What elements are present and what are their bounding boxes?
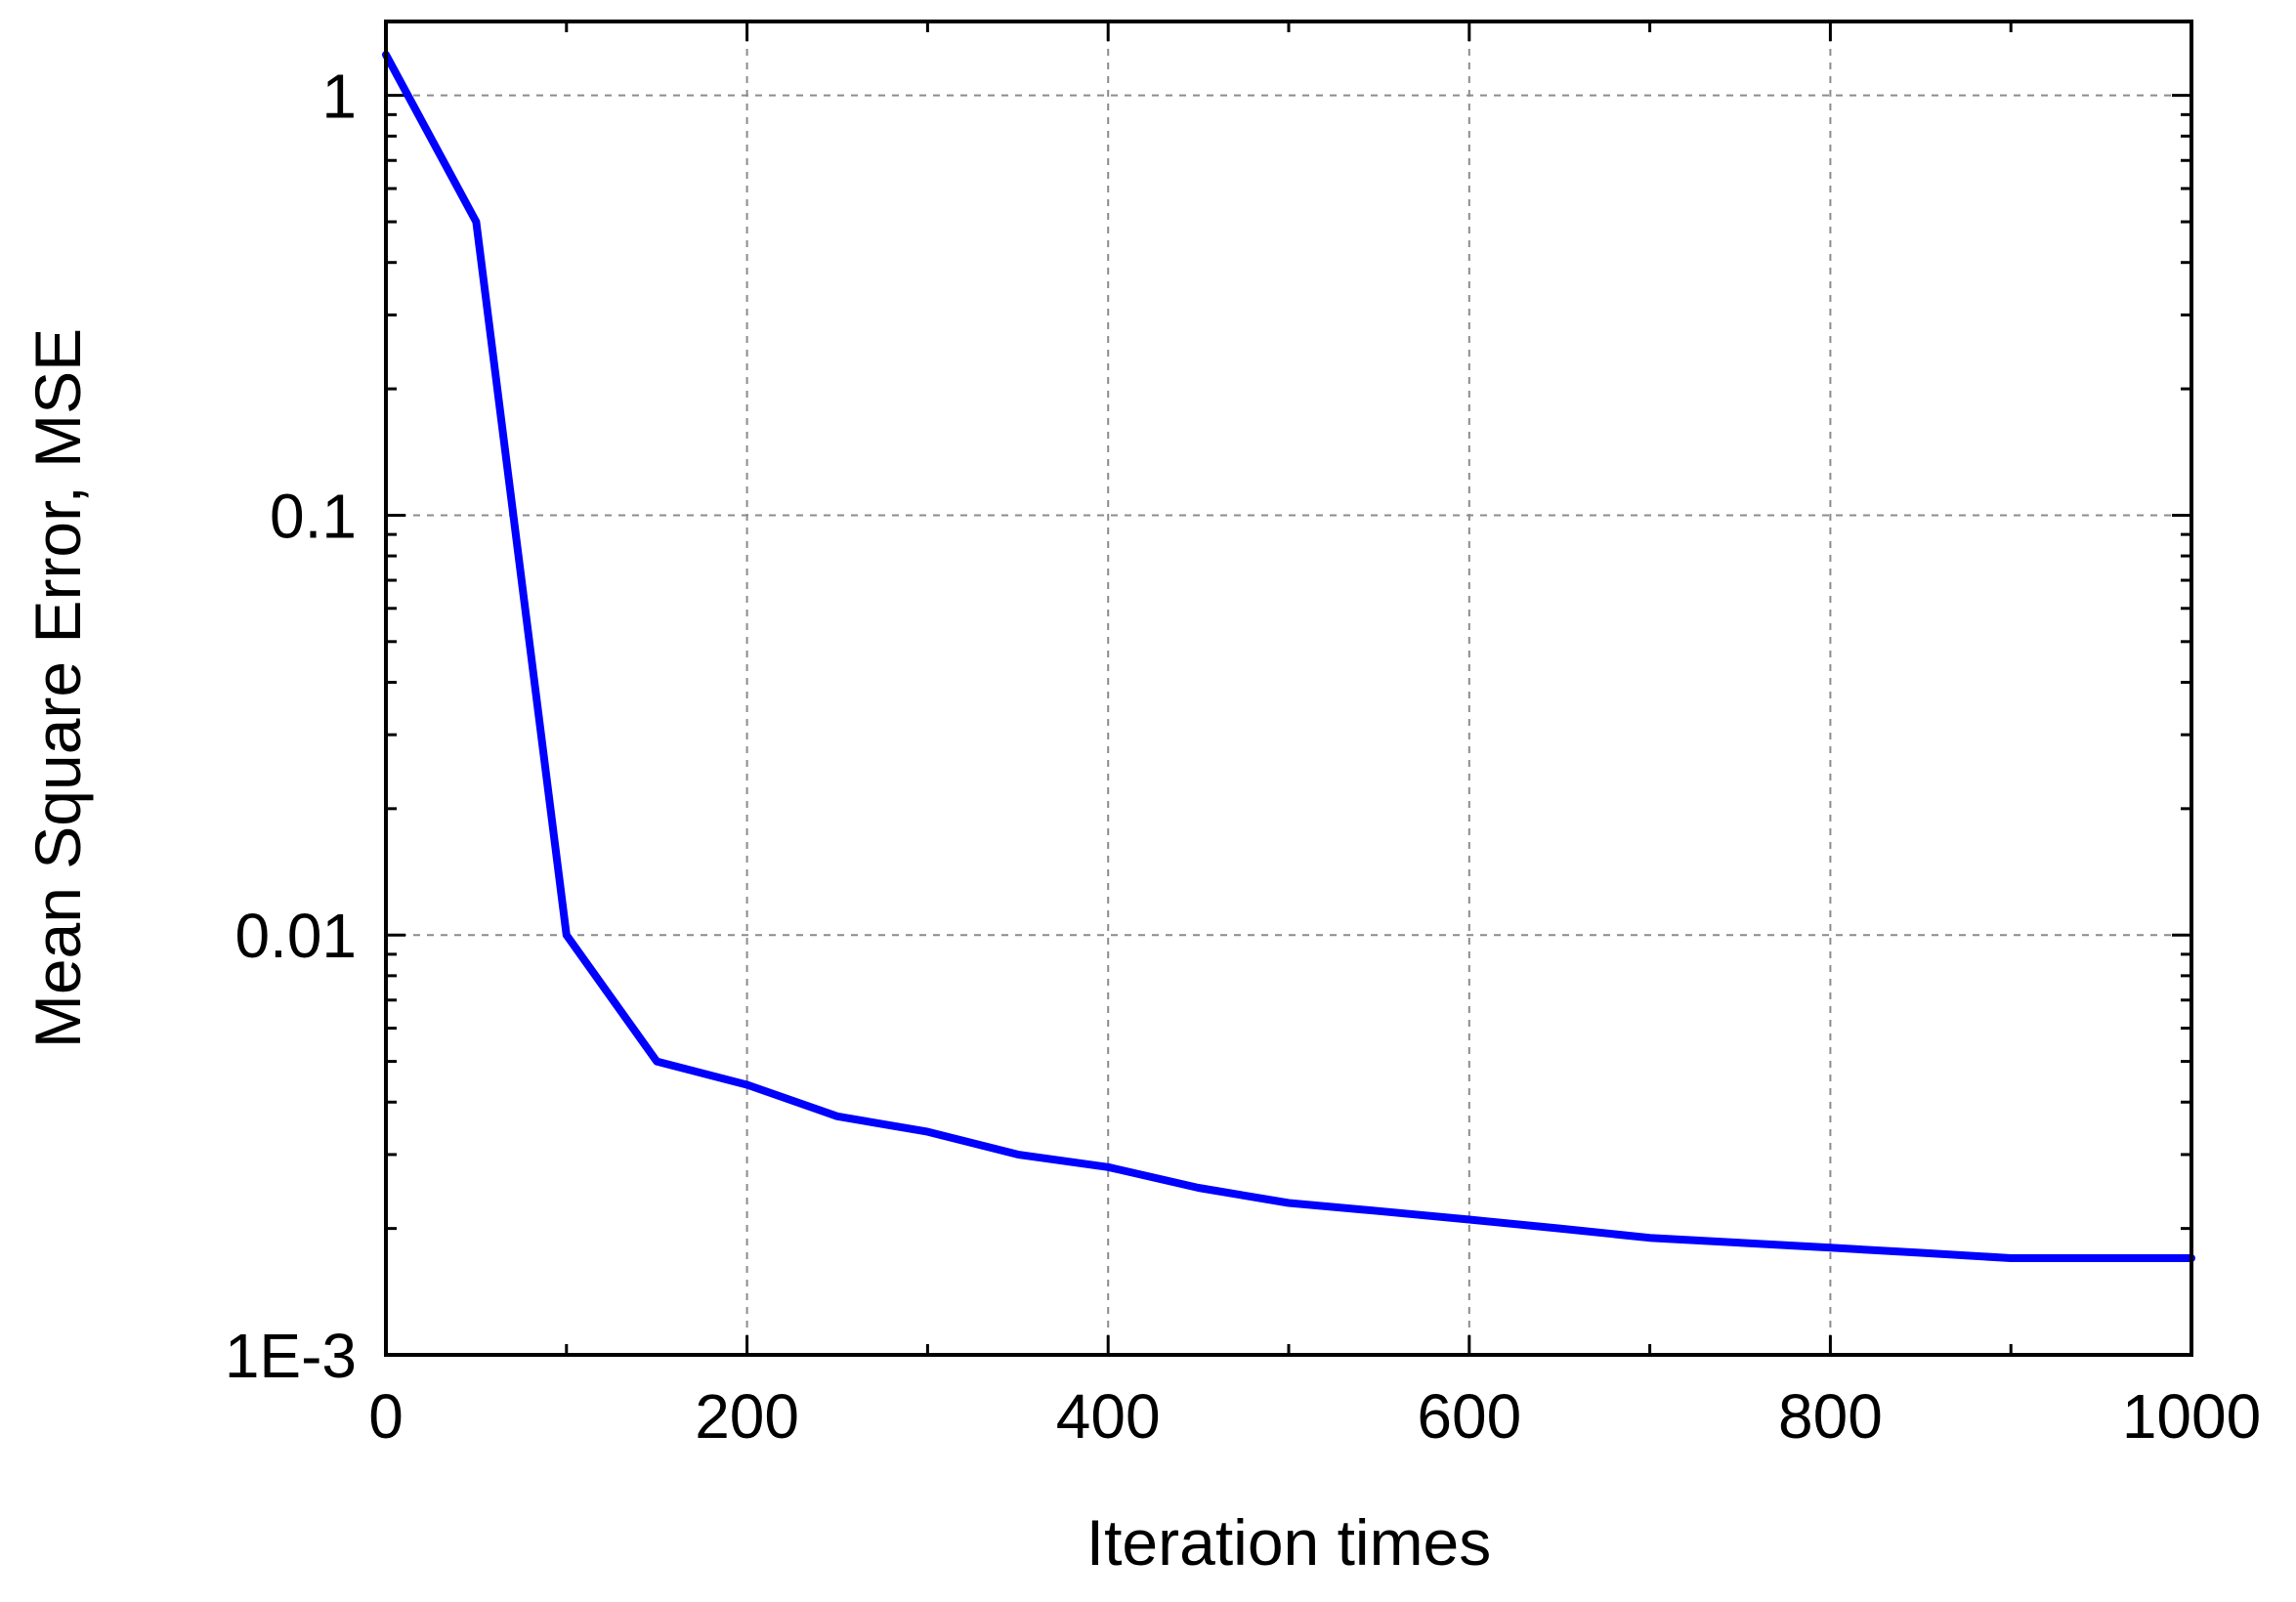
x-tick-label: 200 — [695, 1381, 799, 1452]
tick-labels: 0 200 400 600 800 1000 1 0.1 0.01 1E-3 — [225, 62, 2261, 1452]
y-tick-label: 0.01 — [234, 901, 357, 971]
x-axis-title: Iteration times — [1086, 1506, 1492, 1579]
x-tick-label: 800 — [1778, 1381, 1883, 1452]
mse-series-line — [382, 51, 2195, 1262]
x-tick-label: 0 — [368, 1381, 404, 1452]
y-tick-label: 0.1 — [270, 481, 357, 551]
y-axis-title: Mean Square Error, MSE — [21, 328, 94, 1048]
plot-frame — [384, 20, 2193, 1357]
x-tick-label: 600 — [1417, 1381, 1521, 1452]
y-tick-label: 1 — [321, 62, 357, 132]
grid-lines — [386, 21, 2191, 1355]
y-tick-label: 1E-3 — [225, 1321, 357, 1391]
x-tick-label: 1000 — [2122, 1381, 2261, 1452]
x-tick-label: 400 — [1056, 1381, 1161, 1452]
series-layer — [382, 51, 2195, 1262]
axis-ticks — [384, 21, 2193, 1357]
